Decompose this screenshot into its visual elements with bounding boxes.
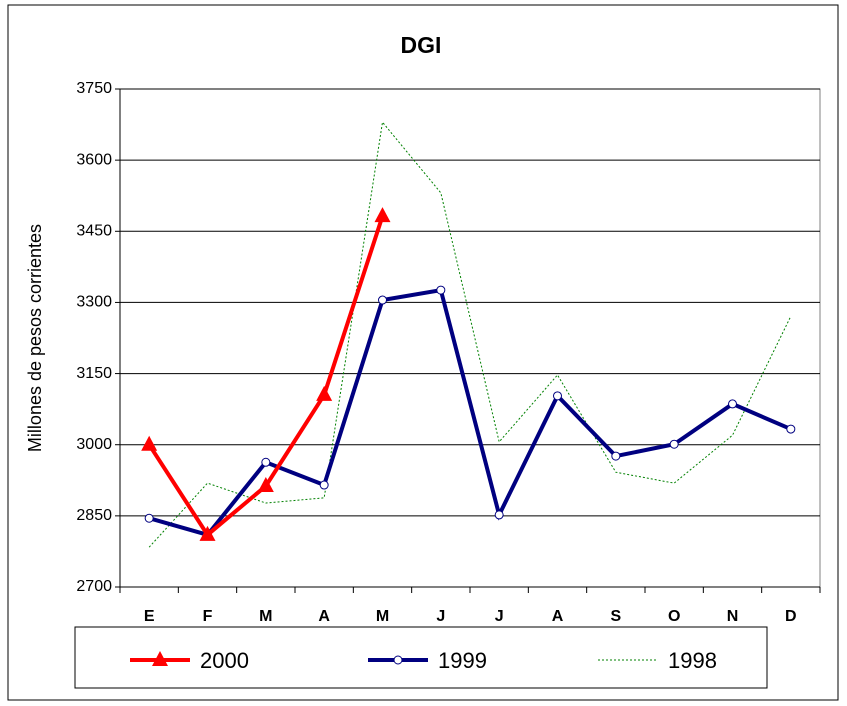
marker-circle (611, 451, 621, 461)
x-tick-label: A (318, 608, 330, 625)
y-tick-label: 2700 (76, 578, 112, 595)
marker-circle (436, 285, 446, 295)
plot-area (119, 88, 821, 588)
y-tick-label: 3300 (76, 294, 112, 311)
legend-box (74, 626, 768, 689)
y-tick-label: 3000 (76, 436, 112, 453)
marker-triangle (257, 476, 274, 492)
y-tick-label: 3750 (76, 80, 112, 97)
marker-triangle (152, 651, 168, 666)
y-tick-label: 3150 (76, 365, 112, 382)
y-axis-label: Millones de pesos corrientes (25, 224, 45, 452)
marker-circle (261, 457, 271, 467)
x-tick-label: S (610, 608, 621, 625)
marker-circle (728, 399, 737, 409)
legend-label: 1998 (668, 648, 717, 673)
x-tick-label: A (552, 608, 564, 625)
marker-circle (144, 513, 154, 523)
marker-circle (319, 480, 329, 490)
x-tick-label: O (668, 608, 680, 625)
y-tick-label: 3450 (76, 223, 112, 240)
marker-triangle (199, 525, 216, 541)
x-tick-label: E (144, 608, 155, 625)
marker-triangle (374, 207, 391, 223)
legend-label: 1999 (438, 648, 487, 673)
x-tick-label: N (727, 608, 739, 625)
series-line (148, 287, 792, 538)
x-tick-label: F (203, 608, 213, 625)
x-tick-label: J (495, 608, 504, 625)
chart-title: DGI (401, 32, 442, 58)
legend-label: 2000 (200, 648, 249, 673)
marker-circle (378, 295, 387, 305)
x-tick-label: M (376, 608, 389, 625)
x-tick-label: M (259, 608, 272, 625)
x-tick-label: D (785, 608, 797, 625)
series-line (148, 121, 792, 548)
y-tick-label: 2850 (76, 507, 112, 524)
marker-circle (494, 510, 504, 520)
marker-circle (669, 439, 679, 449)
marker-triangle (316, 385, 333, 401)
marker-circle (786, 424, 796, 434)
x-tick-label: J (436, 608, 445, 625)
marker-triangle (141, 435, 158, 451)
marker-circle (553, 391, 562, 401)
marker-circle (393, 655, 403, 665)
y-tick-label: 3600 (76, 151, 112, 168)
